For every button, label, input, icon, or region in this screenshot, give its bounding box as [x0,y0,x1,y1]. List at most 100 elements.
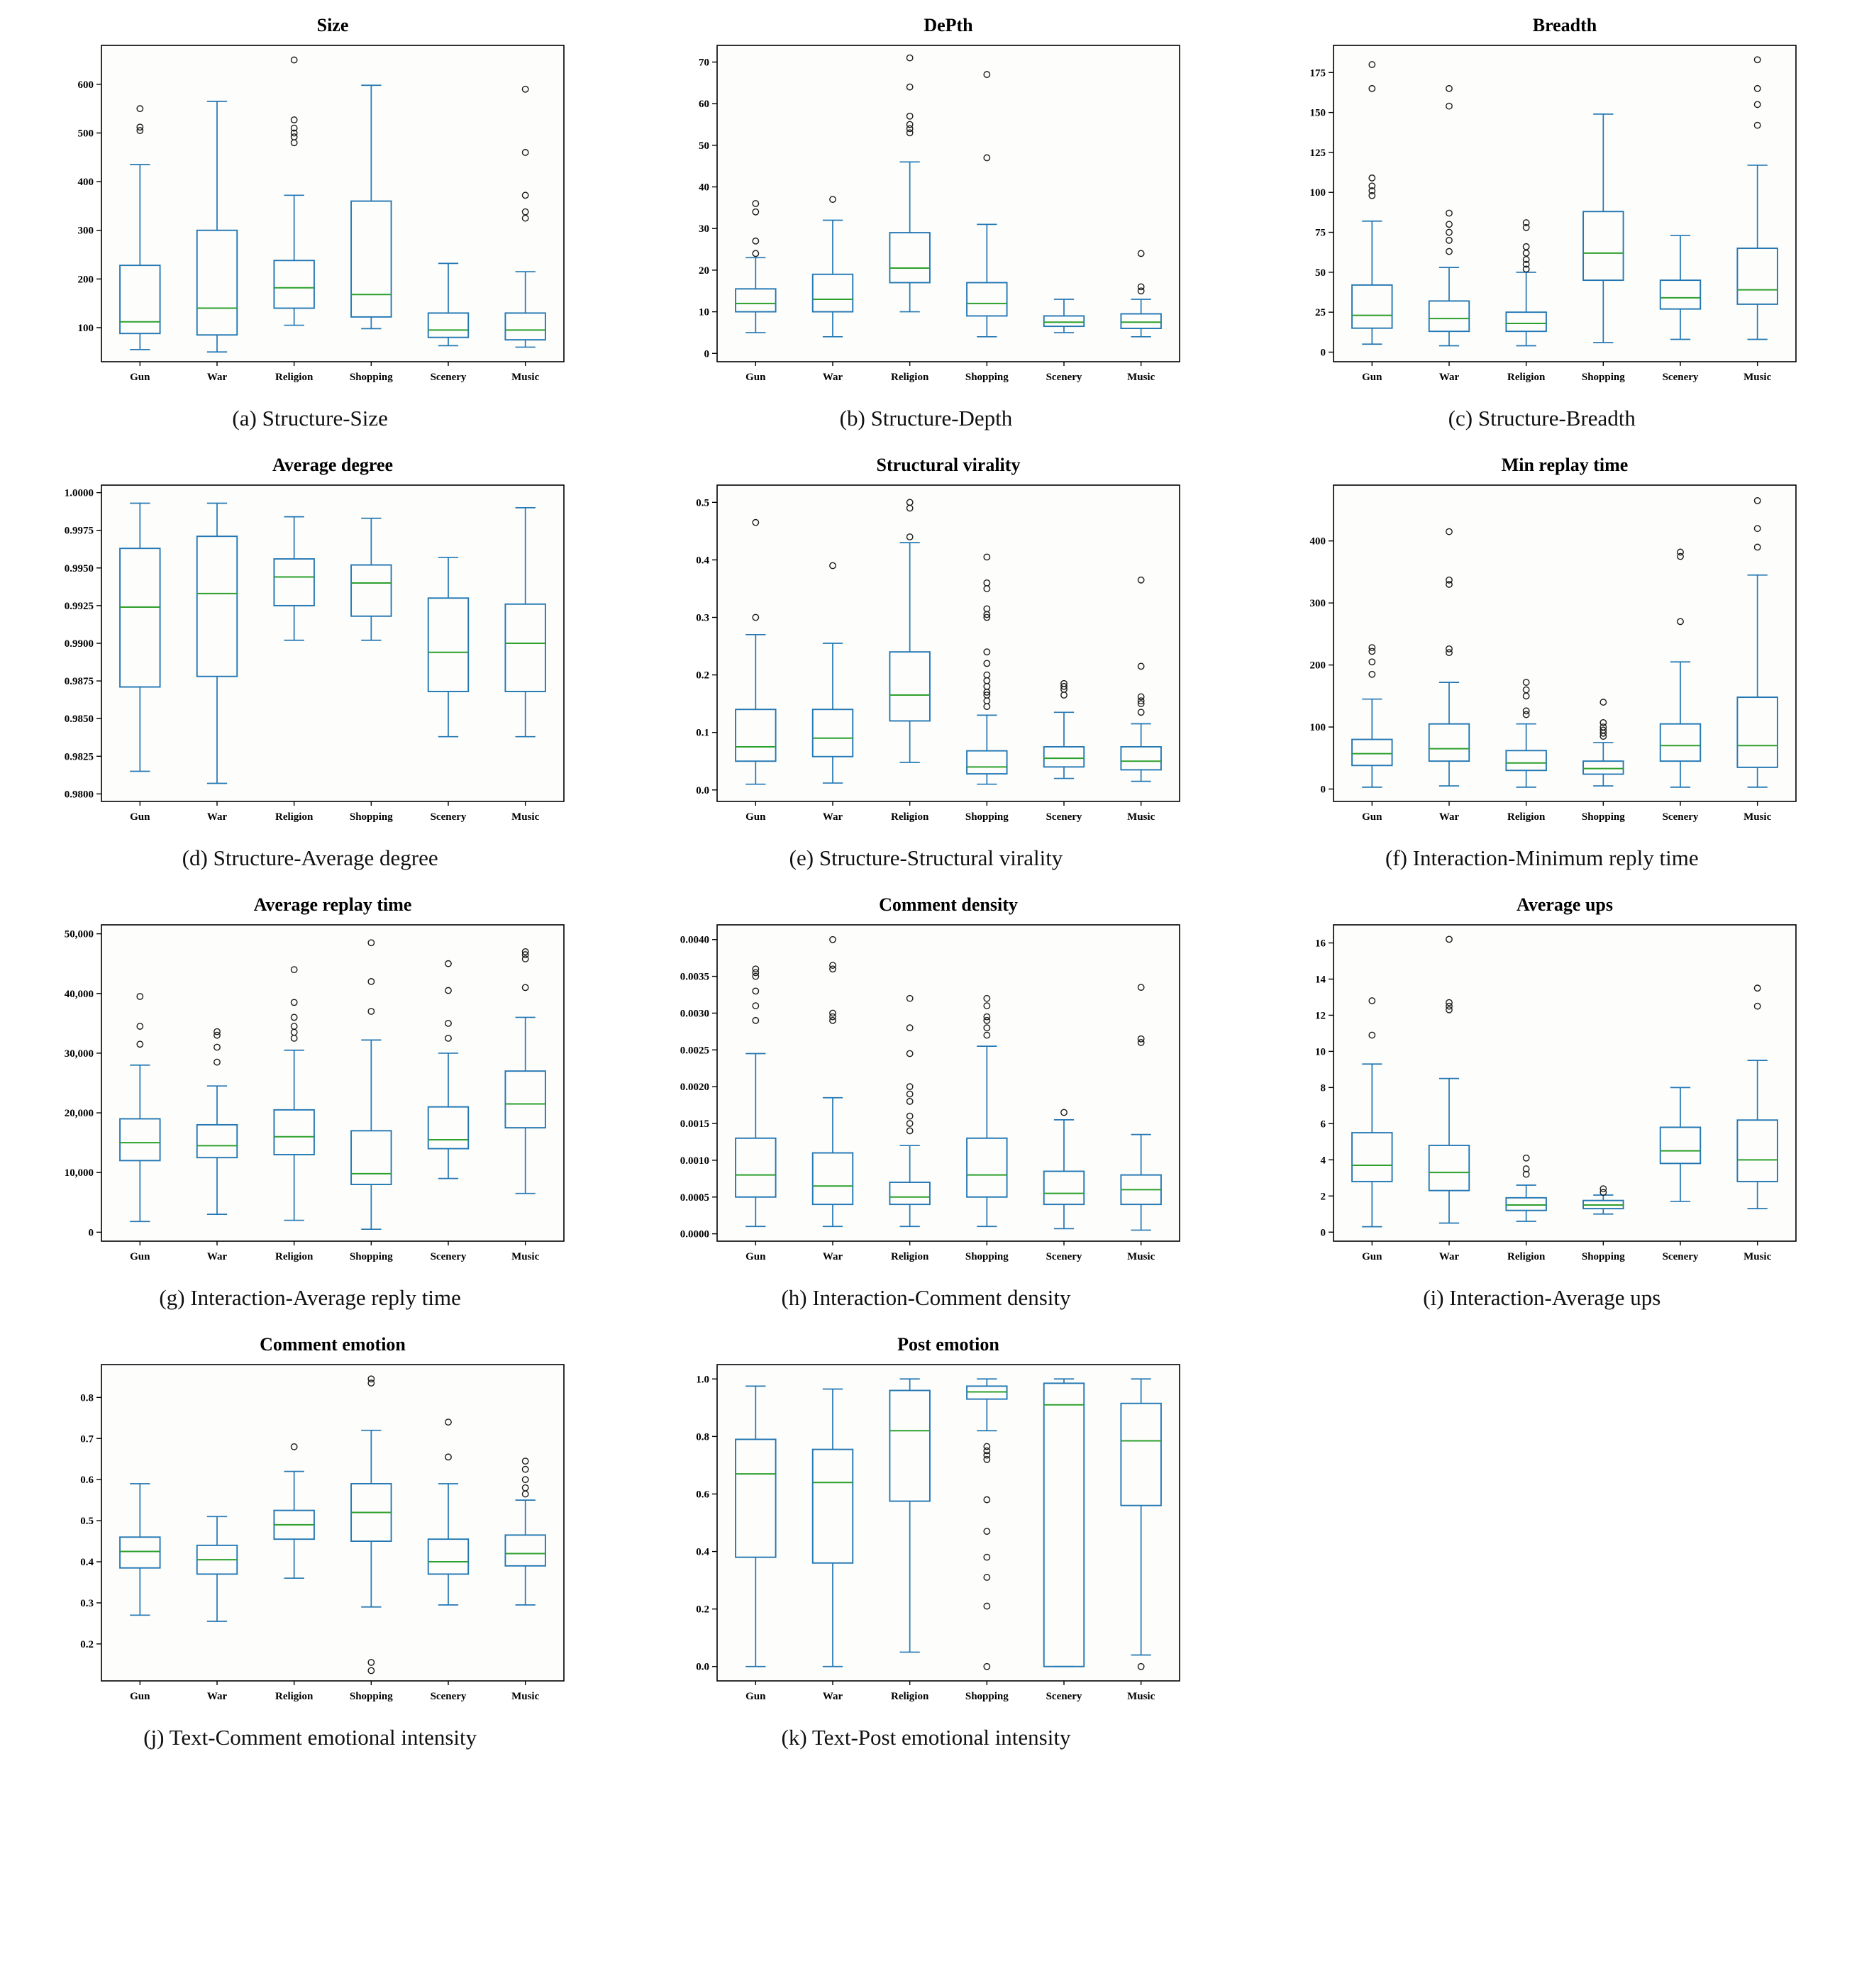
x-category-label: Music [1128,372,1156,383]
y-tick-label: 0.0 [697,1662,710,1673]
box-scenery [427,312,470,338]
outlier-point [136,1023,144,1030]
chart-title: Min replay time [1502,455,1629,475]
x-category-label: Music [1743,1251,1772,1262]
outlier-point [214,1028,221,1035]
outlier-point [1599,719,1607,726]
outlier-point [983,613,991,621]
box-shopping [350,200,392,318]
outlier-point [1676,552,1684,560]
x-category-label: Shopping [350,811,393,823]
y-tick-label: 10,000 [65,1167,94,1179]
x-category-label: Scenery [431,1251,467,1262]
x-category-label: Music [1128,811,1156,823]
y-tick-label: 150 [1309,108,1326,119]
box-war [196,229,238,336]
y-tick-label: 0.0030 [680,1008,709,1019]
box-scenery [1659,1126,1702,1165]
outlier-point [290,129,298,137]
x-category-label: Gun [130,372,150,383]
outlier-point [983,1574,991,1581]
outlier-point [983,671,991,679]
outlier-point [521,955,529,962]
box-music [1736,248,1778,305]
box-gun [735,288,777,313]
outlier-point [1368,84,1376,92]
x-category-label: Scenery [1046,1691,1082,1702]
y-tick-label: 14 [1315,974,1326,985]
plot-frame [101,1364,565,1682]
outlier-point [1753,84,1761,92]
x-category-label: Music [511,372,540,383]
charts-grid: Size 100 200 300 400 500 600 Gun War Religion Shop… [65,15,1797,1750]
outlier-point [1753,543,1761,551]
x-category-label: Shopping [965,372,1009,383]
outlier-point [983,1553,991,1561]
outlier-point [521,85,529,93]
outlier-point [1368,191,1376,199]
outlier-point [521,149,529,156]
x-category-label: Music [511,1691,540,1702]
outlier-point [1599,726,1607,734]
x-category-label: Religion [1507,372,1546,383]
chart-caption-j: (j) Text-Comment emotional intensity [143,1725,477,1750]
outlier-point [136,123,144,131]
chart-title: DePth [924,15,974,35]
chart-caption-k: (k) Text-Post emotional intensity [781,1725,1071,1750]
box-religion [1505,1196,1547,1211]
boxplot-d: Average degree 0.9800 0.9825 0.9850 0.9875 0.… [65,455,565,823]
x-category-label: Gun [746,372,767,383]
y-tick-label: 300 [78,226,94,237]
outlier-point [829,935,837,943]
y-tick-label: 16 [1315,938,1326,949]
outlier-point [752,208,760,216]
y-tick-label: 0.6 [80,1475,94,1486]
outlier-point [136,105,144,113]
outlier-point [906,1120,914,1127]
outlier-point [1445,102,1453,110]
box-gun [119,1536,161,1569]
outlier-point [1368,61,1376,68]
outlier-point [1599,1185,1607,1192]
chart-title: Average replay time [254,894,412,915]
y-tick-label: 70 [699,57,709,68]
outlier-point [1445,236,1453,244]
outlier-point [1368,1031,1376,1039]
boxplot-k: Post emotion 0.0 0.2 0.4 0.6 0.8 1.0 Gun War Reli… [697,1334,1181,1702]
outlier-point [752,200,760,207]
boxplot-a: Size 100 200 300 400 500 600 Gun War Religion Shop… [78,15,565,383]
outlier-point [1060,679,1068,687]
chart-caption-f: (f) Interaction-Minimum reply time [1385,845,1699,870]
x-category-label: Scenery [431,1691,467,1702]
chart-title: Post emotion [898,1334,1000,1355]
box-gun [119,265,161,335]
outlier-point [1060,1109,1068,1116]
x-category-label: Scenery [431,811,467,823]
box-religion [889,651,931,722]
chart-caption-c: (c) Structure-Breadth [1448,406,1636,431]
outlier-point [906,1090,914,1098]
x-category-label: Gun [1362,1251,1382,1262]
chart-caption-i: (i) Interaction-Average ups [1423,1285,1661,1310]
y-tick-label: 1.0000 [65,488,94,499]
y-tick-label: 60 [699,99,709,110]
x-category-label: Shopping [1582,372,1625,383]
x-category-label: Music [1128,1691,1156,1702]
outlier-point [1599,1189,1607,1196]
outlier-point [983,605,991,613]
outlier-point [983,1447,991,1455]
x-category-label: Shopping [965,1691,1009,1702]
outlier-point [906,994,914,1002]
x-category-label: Shopping [1582,1251,1625,1262]
x-category-label: Music [511,811,540,823]
y-tick-label: 10 [1315,1046,1326,1057]
box-religion [889,232,931,284]
y-tick-label: 25 [1315,307,1326,318]
box-war [812,1152,854,1206]
x-category-label: Music [1128,1251,1156,1262]
plot-frame [1333,484,1797,802]
boxplot-b: DePth 0 10 20 30 40 50 60 70 Gun War Religion Shoppi… [699,15,1181,383]
y-tick-label: 0.0010 [680,1155,709,1167]
x-category-label: Gun [746,811,767,823]
x-category-label: Religion [275,1251,314,1262]
